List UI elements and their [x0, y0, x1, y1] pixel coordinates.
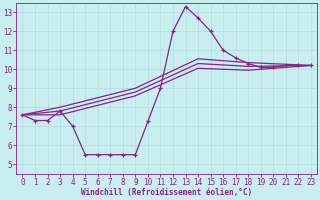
X-axis label: Windchill (Refroidissement éolien,°C): Windchill (Refroidissement éolien,°C) — [81, 188, 252, 197]
